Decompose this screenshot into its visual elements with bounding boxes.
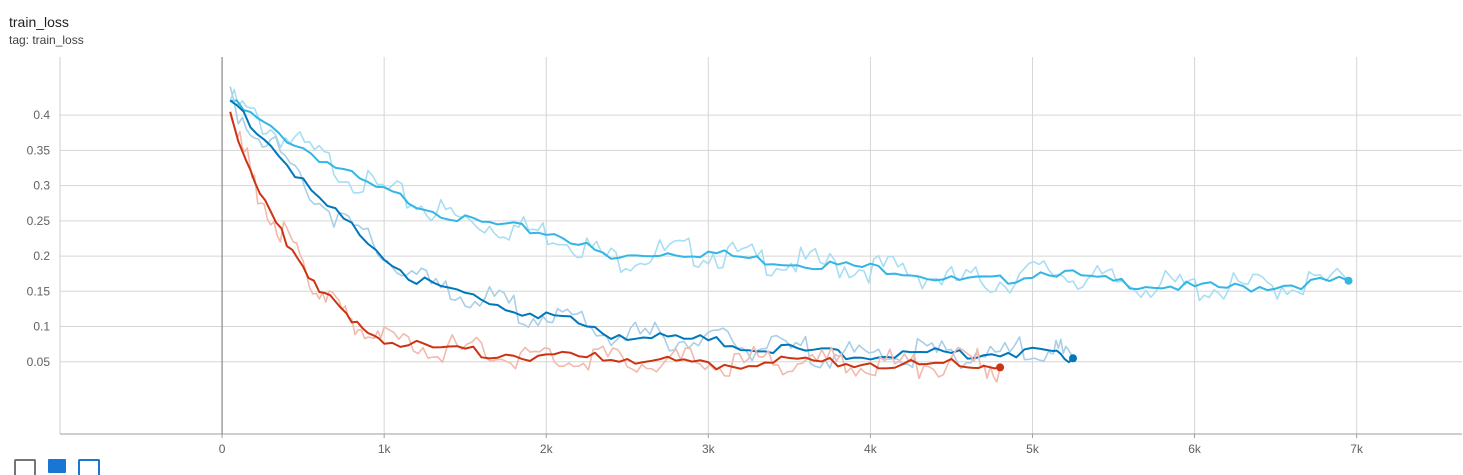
y-tick-label: 0.35 <box>27 143 51 157</box>
x-tick-label: 1k <box>378 442 392 456</box>
y-tick-label: 0.05 <box>27 355 51 369</box>
series-raw-line <box>229 114 1001 383</box>
series-raw-line <box>229 86 1074 370</box>
x-tick-label: 0 <box>219 442 226 456</box>
y-tick-label: 0.4 <box>33 108 50 122</box>
x-tick-label: 5k <box>1026 442 1040 456</box>
x-tick-label: 3k <box>702 442 716 456</box>
x-tick-label: 2k <box>540 442 554 456</box>
series-layer <box>229 86 1353 383</box>
series-line[interactable] <box>229 99 1074 364</box>
x-tick-label: 6k <box>1188 442 1202 456</box>
chart-title: train_loss <box>9 14 69 30</box>
y-tick-label: 0.1 <box>33 320 50 334</box>
y-tick-label: 0.2 <box>33 249 50 263</box>
series-end-point[interactable] <box>996 363 1005 372</box>
series-raw-line <box>229 88 1350 302</box>
x-tick-label: 7k <box>1350 442 1364 456</box>
y-tick-label: 0.15 <box>27 284 51 298</box>
y-tick-label: 0.25 <box>27 214 51 228</box>
series-line[interactable] <box>229 111 1001 371</box>
series-end-point[interactable] <box>1069 354 1078 363</box>
y-tick-label: 0.3 <box>33 179 50 193</box>
color-swatch-icon[interactable] <box>48 459 66 473</box>
chart-tag: tag: train_loss <box>9 33 84 47</box>
series-line[interactable] <box>230 99 1349 293</box>
tick-label-layer: 0.05 0.1 0.15 0.2 0.25 0.3 0.35 0.4 0 1k 2k 3k 4k 5k 6… <box>27 108 1364 456</box>
x-tick-label: 4k <box>864 442 878 456</box>
fit-domain-icon[interactable] <box>14 459 36 475</box>
series-end-point[interactable] <box>1344 276 1353 285</box>
grid-layer <box>60 57 1462 434</box>
axis-layer <box>59 57 1462 438</box>
download-icon[interactable] <box>78 459 100 475</box>
